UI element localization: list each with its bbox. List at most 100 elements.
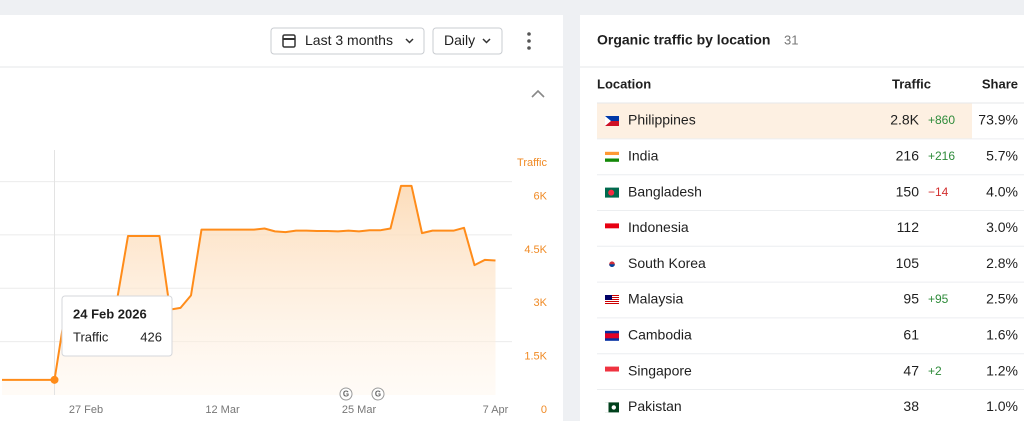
country-name: Malaysia xyxy=(628,291,683,307)
country-name: Singapore xyxy=(628,362,692,378)
table-row[interactable]: Pakistan 38 1.0% xyxy=(605,398,1018,414)
traffic-change: +860 xyxy=(928,113,955,127)
x-tick-label: 25 Mar xyxy=(342,404,377,416)
table-row[interactable]: Bangladesh 150 −14 4.0% xyxy=(605,183,1018,199)
country-name: India xyxy=(628,148,659,164)
table-row[interactable]: Singapore 47 +2 1.2% xyxy=(605,362,1018,378)
table-row[interactable]: Philippines 2.8K +860 73.9% xyxy=(597,103,1018,139)
panel-title: Organic traffic by location xyxy=(597,32,770,48)
flag xyxy=(605,295,619,304)
column-header: Location xyxy=(597,76,651,91)
traffic-value: 105 xyxy=(896,255,920,271)
country-name: Pakistan xyxy=(628,398,682,414)
x-tick-label: 7 Apr xyxy=(483,404,509,416)
row-highlight xyxy=(597,103,972,139)
traffic-value: 38 xyxy=(903,398,919,414)
share-value: 3.0% xyxy=(986,219,1018,235)
flag-part xyxy=(605,155,619,159)
flag-part xyxy=(605,121,619,126)
flag xyxy=(605,330,619,341)
granularity-button[interactable]: Daily xyxy=(432,27,503,55)
share-value: 4.0% xyxy=(986,183,1018,199)
column-header: Traffic xyxy=(892,76,931,91)
annotation-label: G xyxy=(343,390,349,399)
share-value: 1.0% xyxy=(986,398,1018,414)
panel-count: 31 xyxy=(784,32,798,47)
annotation-label: G xyxy=(375,390,381,399)
flag xyxy=(605,366,619,377)
country-name: South Korea xyxy=(628,255,706,271)
y-tick-label: 3K xyxy=(534,297,548,309)
x-tick-label: 12 Mar xyxy=(205,404,240,416)
y-tick-label: 0 xyxy=(541,404,547,416)
tooltip-date: 24 Feb 2026 xyxy=(73,306,147,321)
flag-part xyxy=(605,295,612,300)
share-value: 1.6% xyxy=(986,327,1018,343)
flag-part xyxy=(605,301,619,302)
traffic-change: +95 xyxy=(928,292,949,306)
flag xyxy=(605,151,619,162)
y-axis-label: Traffic xyxy=(517,157,547,169)
flag xyxy=(605,223,619,234)
country-name: Bangladesh xyxy=(628,183,702,199)
flag-part xyxy=(611,405,616,410)
traffic-value: 2.8K xyxy=(890,112,919,128)
traffic-value: 112 xyxy=(897,219,920,235)
table-row[interactable]: Malaysia 95 +95 2.5% xyxy=(605,291,1018,307)
country-name: Philippines xyxy=(628,112,696,128)
flag-part xyxy=(605,223,619,229)
collapse-chevron[interactable] xyxy=(531,89,545,98)
traffic-value: 150 xyxy=(896,183,920,199)
traffic-value: 216 xyxy=(896,148,920,164)
traffic-value: 95 xyxy=(903,291,919,307)
share-value: 2.5% xyxy=(986,291,1018,307)
traffic-change: +216 xyxy=(928,149,955,163)
flag xyxy=(605,402,619,413)
flag-part xyxy=(609,264,615,267)
flag-part xyxy=(608,189,615,196)
more-menu[interactable] xyxy=(527,32,531,50)
flag-part xyxy=(605,151,619,156)
flag-part xyxy=(605,116,611,126)
granularity-label: Daily xyxy=(444,32,475,48)
annotation-marker[interactable] xyxy=(339,387,353,401)
country-name: Cambodia xyxy=(628,327,692,343)
flag-part xyxy=(605,366,619,372)
hover-point xyxy=(50,375,59,384)
column-header: Share xyxy=(982,76,1018,91)
flag-part xyxy=(605,228,619,234)
flag xyxy=(605,259,619,270)
date-range-label: Last 3 months xyxy=(305,32,393,48)
location-table: Organic traffic by location 31 Location … xyxy=(580,32,1024,414)
x-tick-label: 27 Feb xyxy=(69,404,103,416)
table-row[interactable]: Cambodia 61 1.6% xyxy=(605,327,1018,343)
table-row[interactable]: Indonesia 112 3.0% xyxy=(605,219,1018,235)
flag-part xyxy=(605,402,609,413)
table-row[interactable]: India 216 +216 5.7% xyxy=(605,148,1018,164)
share-value: 2.8% xyxy=(986,255,1018,271)
annotation-marker[interactable] xyxy=(371,387,385,401)
share-value: 73.9% xyxy=(978,112,1018,128)
traffic-change: +2 xyxy=(928,364,942,378)
tooltip-series: Traffic xyxy=(73,329,109,344)
traffic-change: −14 xyxy=(928,185,949,199)
traffic-value: 47 xyxy=(903,362,919,378)
flag-part xyxy=(605,371,619,377)
tooltip-value: 426 xyxy=(140,329,162,344)
date-range-button[interactable]: Last 3 months xyxy=(270,27,425,55)
tooltip: 24 Feb 2026 Traffic 426 xyxy=(61,295,173,357)
y-tick-label: 6K xyxy=(534,190,548,202)
share-value: 5.7% xyxy=(986,148,1018,164)
y-tick-label: 1.5K xyxy=(524,351,547,363)
y-tick-label: 4.5K xyxy=(524,244,547,256)
traffic-value: 61 xyxy=(903,327,919,343)
flag-part xyxy=(605,333,619,339)
flag-part xyxy=(605,303,619,304)
flag xyxy=(605,116,619,126)
flag-part xyxy=(605,158,619,162)
flag-part xyxy=(605,116,619,121)
table-row[interactable]: South Korea 105 2.8% xyxy=(605,255,1018,271)
share-value: 1.2% xyxy=(986,362,1018,378)
